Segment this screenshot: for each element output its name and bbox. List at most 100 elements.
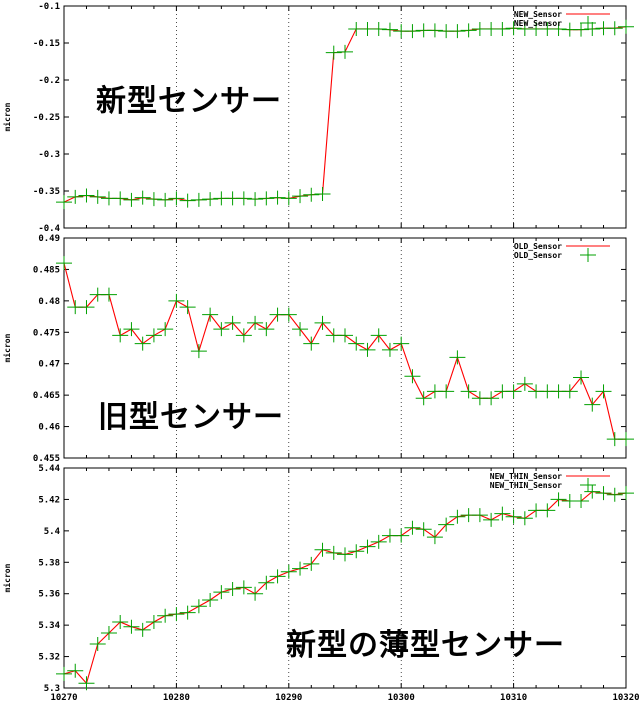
legend-label-line: NEW_THIN_Sensor — [490, 472, 562, 481]
data-point — [618, 432, 634, 447]
data-point — [314, 315, 331, 330]
y-tick-label: 0.46 — [38, 423, 60, 433]
data-point — [460, 23, 477, 38]
data-point — [404, 520, 421, 535]
y-tick-label: 5.38 — [38, 558, 60, 568]
data-point — [258, 191, 275, 206]
y-tick-label: -0.35 — [33, 187, 60, 197]
data-point — [438, 384, 455, 399]
data-point — [550, 492, 567, 507]
data-point — [123, 322, 140, 337]
y-tick-label: 0.475 — [33, 328, 60, 338]
data-point — [415, 391, 432, 406]
data-point — [123, 619, 140, 634]
data-point — [179, 605, 196, 620]
data-point — [157, 322, 174, 337]
data-point — [584, 484, 601, 499]
data-point — [606, 487, 623, 502]
data-point — [404, 369, 421, 384]
x-tick-label: 10320 — [612, 693, 639, 703]
y-tick-label: 0.465 — [33, 391, 60, 401]
data-point — [202, 593, 219, 607]
data-point — [269, 190, 286, 205]
data-point — [359, 342, 376, 357]
data-point — [539, 503, 556, 518]
y-tick-label: 0.485 — [33, 265, 60, 275]
data-point — [247, 586, 264, 601]
data-point — [292, 561, 309, 576]
data-point — [235, 580, 252, 595]
legend-label-points: NEW_Sensor — [514, 19, 562, 28]
data-point — [89, 189, 106, 204]
data-point — [550, 21, 567, 36]
y-axis-label: micron — [2, 563, 12, 592]
data-point — [280, 191, 297, 206]
y-tick-label: -0.1 — [38, 2, 60, 12]
data-point — [258, 322, 275, 337]
data-point — [56, 256, 72, 271]
data-point — [145, 328, 162, 343]
data-point — [112, 191, 129, 206]
data-point — [202, 192, 219, 207]
data-point — [235, 328, 252, 343]
data-point — [134, 190, 151, 205]
data-point — [145, 192, 162, 207]
data-point — [179, 193, 196, 208]
data-point — [426, 23, 443, 38]
y-tick-label: 5.3 — [44, 684, 60, 694]
data-point — [337, 44, 353, 59]
y-tick-label: -0.4 — [38, 224, 60, 234]
data-point — [56, 195, 72, 210]
y-tick-label: 0.49 — [38, 234, 60, 244]
y-tick-label: 5.4 — [44, 527, 61, 537]
legend-label-line: NEW_Sensor — [514, 10, 562, 19]
x-tick-label: 10310 — [500, 693, 527, 703]
data-point — [516, 376, 533, 391]
data-point — [337, 547, 353, 562]
data-point — [112, 328, 129, 343]
y-tick-label: -0.3 — [38, 150, 60, 160]
data-point — [471, 508, 488, 523]
data-point — [303, 336, 320, 351]
data-point — [505, 384, 522, 399]
legend-swatch-point — [580, 248, 596, 262]
data-point — [561, 384, 578, 399]
data-point — [247, 192, 264, 207]
data-point — [370, 328, 387, 343]
data-point — [67, 189, 84, 204]
data-point — [618, 486, 634, 501]
data-point — [573, 370, 590, 385]
data-point — [325, 545, 342, 560]
panel-annotation-new-sensor: 新型センサー — [96, 84, 282, 119]
data-point — [145, 615, 162, 629]
data-point — [337, 328, 353, 343]
y-tick-label: 5.32 — [38, 653, 60, 663]
data-point — [89, 637, 106, 651]
data-point — [179, 300, 196, 315]
data-point — [573, 22, 590, 37]
y-axis-label: micron — [2, 333, 12, 362]
data-point — [393, 336, 410, 351]
data-point — [190, 599, 207, 614]
data-point — [483, 512, 500, 527]
data-point — [573, 494, 590, 508]
data-point — [213, 322, 230, 337]
data-point — [123, 192, 140, 207]
y-axis-label: micron — [2, 102, 12, 131]
data-point — [584, 21, 601, 36]
data-point — [168, 293, 185, 308]
data-point — [78, 188, 95, 203]
data-point — [370, 21, 387, 36]
y-tick-label: 5.36 — [38, 590, 60, 600]
legend-label-line: OLD_Sensor — [514, 242, 562, 251]
y-tick-label: -0.2 — [38, 76, 60, 86]
plot-frame-1 — [63, 237, 627, 459]
data-point — [449, 509, 466, 524]
data-point — [190, 192, 207, 207]
y-tick-label: -0.15 — [33, 39, 60, 49]
data-point — [618, 19, 634, 34]
legend-swatch-point — [580, 16, 596, 30]
data-point — [202, 307, 219, 322]
y-tick-label: -0.25 — [33, 113, 60, 123]
